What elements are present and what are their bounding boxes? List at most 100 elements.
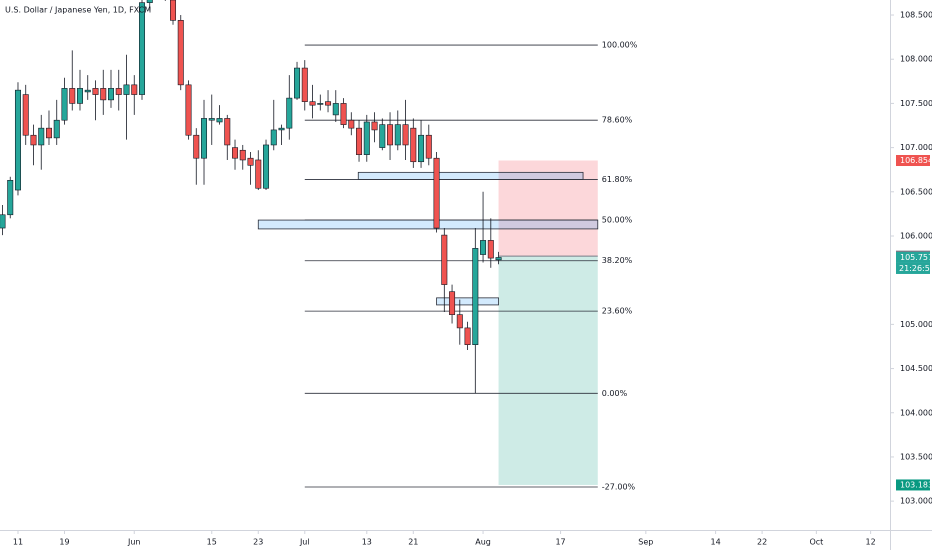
candle-body [247, 157, 254, 166]
x-tick-label: 22 [757, 538, 767, 547]
candle-body [255, 159, 262, 189]
candle-body [441, 234, 448, 285]
candle-body [270, 129, 277, 146]
candle-body [76, 88, 83, 104]
x-tick-label: Jul [299, 538, 310, 547]
candle-body [348, 119, 355, 129]
y-tick-label: 106.000 [900, 231, 932, 240]
y-tick-label: 104.500 [900, 364, 932, 373]
x-tick-label: Oct [809, 538, 823, 547]
zone [436, 297, 499, 306]
candle-body [363, 121, 370, 155]
y-tick-label: 105.000 [900, 320, 932, 329]
candle-body [472, 248, 479, 345]
countdown-label: 21:26:57 [899, 264, 932, 273]
price-tag-label: 106.854 [900, 156, 932, 165]
chart-title: U.S. Dollar / Japanese Yen, 1D, FXCM [5, 6, 151, 15]
y-tick-label: 103.500 [900, 452, 932, 461]
fib-label: 50.00% [602, 216, 633, 225]
candle-body [146, 0, 153, 3]
candle-body [286, 97, 293, 129]
candle-body [92, 88, 99, 95]
x-tick-label: 15 [207, 538, 217, 547]
x-tick-label: 23 [253, 538, 263, 547]
candle-body [115, 88, 122, 95]
candle-body [356, 127, 363, 155]
candle-body [170, 0, 177, 21]
fib-label: 100.00% [602, 41, 638, 50]
x-tick-label: Jun [127, 538, 141, 547]
candle-body [332, 103, 339, 116]
candle-body [387, 124, 394, 146]
candle-body [402, 124, 409, 146]
fib-label: 23.60% [602, 307, 633, 316]
candle-body [456, 314, 463, 329]
candle-body [45, 127, 52, 139]
candle-body [495, 257, 502, 261]
candle-body [139, 2, 146, 95]
candle-body [185, 84, 192, 136]
candle-body [309, 101, 316, 106]
candle-body [418, 134, 425, 163]
y-tick-label: 107.500 [900, 99, 932, 108]
candle-body [278, 127, 285, 131]
price-tag [896, 479, 930, 491]
candle-body [53, 119, 60, 139]
x-tick-label: Sep [638, 538, 653, 547]
fib-label: -27.00% [602, 482, 636, 491]
x-tick-label: 13 [362, 538, 372, 547]
stop-zone [498, 160, 598, 257]
candle-body [379, 124, 386, 148]
candle-body [487, 240, 494, 259]
candle-body [107, 88, 114, 101]
fib-label: 61.80% [602, 175, 633, 184]
candle-body [61, 88, 68, 121]
candle-body [38, 127, 45, 146]
countdown-tag [896, 262, 930, 274]
candle-body [263, 144, 270, 189]
plot-area [0, 0, 599, 488]
y-tick-label: 106.500 [900, 187, 932, 196]
x-tick-label: 19 [59, 538, 69, 547]
zone [257, 219, 599, 230]
candle-body [22, 94, 29, 136]
candle-body [123, 84, 130, 95]
target-zone [498, 256, 598, 485]
candle-body [340, 103, 347, 125]
candle-body [371, 121, 378, 131]
x-tick-label: 21 [408, 538, 418, 547]
candle-body [410, 127, 417, 163]
price-tag [896, 251, 930, 263]
fib-label: 38.20% [602, 256, 633, 265]
candle-body [239, 149, 246, 161]
candle-body [84, 89, 91, 93]
candle-body [193, 134, 200, 159]
candle-body [449, 291, 456, 315]
price-tag-label: 103.183 [900, 480, 932, 489]
y-tick-label: 108.000 [900, 55, 932, 64]
x-tick-label: 11 [13, 538, 23, 547]
candle-body [394, 124, 401, 146]
candle-body [100, 88, 107, 101]
candle-body [7, 180, 14, 216]
x-tick-label: 12 [866, 538, 876, 547]
candle-body [131, 84, 138, 95]
fib-label: 78.60% [602, 116, 633, 125]
candle-body [30, 134, 37, 146]
x-tick-label: 14 [711, 538, 721, 547]
candle-body [232, 147, 239, 159]
candle-body [301, 67, 308, 102]
candle-body [425, 134, 432, 159]
zone [357, 171, 584, 180]
y-tick-label: 103.000 [900, 497, 932, 506]
y-tick-label: 108.500 [900, 11, 932, 20]
candle-body [201, 118, 208, 159]
candle-body [224, 118, 231, 146]
candle-body [294, 67, 301, 99]
price-tag-label: 105.757 [900, 253, 932, 262]
candle-body [177, 20, 184, 86]
candle-body [216, 118, 223, 123]
y-tick-label: 107.000 [900, 143, 932, 152]
